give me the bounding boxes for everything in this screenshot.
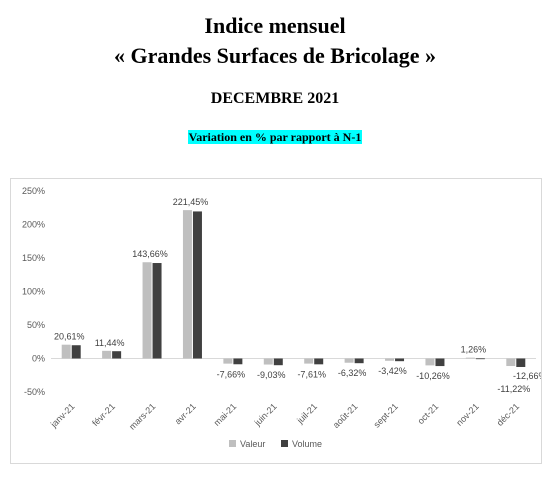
x-tick-label: nov-21 [454, 401, 481, 428]
bar-valeur-1 [102, 350, 112, 359]
y-tick-label: 100% [22, 287, 45, 297]
x-tick-label: août-21 [331, 401, 360, 430]
legend-swatch-valeur [229, 440, 236, 447]
x-tick-label: févr-21 [90, 401, 117, 428]
x-tick-label: oct-21 [416, 401, 441, 426]
bar-valeur-9 [425, 358, 435, 366]
bar-valeur-7 [344, 358, 354, 363]
bar-valeur-10 [465, 357, 475, 359]
bar-chart: 250% 200% 150% 100% 50% 0% -50% 20,61% janv-21 11… [22, 186, 547, 449]
bar-valeur-0 [61, 344, 71, 359]
bar-volume-6 [314, 358, 324, 365]
bar-valeur-2 [142, 262, 152, 359]
chart-title-line2: « Grandes Surfaces de Bricolage » [113, 43, 437, 68]
y-tick-label: 250% [22, 186, 45, 196]
bar-valeur-3 [182, 210, 192, 359]
x-tick-label: janv-21 [48, 401, 77, 430]
legend-label-valeur: Valeur [240, 439, 265, 449]
data-label: 143,66% [132, 249, 168, 259]
bar-volume-8 [395, 358, 405, 362]
legend-label-volume: Volume [292, 439, 322, 449]
legend-swatch-volume [281, 440, 288, 447]
data-label-volume: -12,66% [513, 371, 541, 381]
data-label: -3,42% [378, 366, 407, 376]
data-label: -11,22% [497, 384, 530, 394]
y-tick-label: 200% [22, 220, 45, 230]
data-label: 1,26% [461, 345, 487, 355]
data-label: -7,66% [217, 369, 246, 379]
data-label: 221,45% [173, 197, 209, 207]
x-tick-label: déc-21 [495, 401, 522, 428]
x-tick-label: avr-21 [173, 401, 198, 426]
chart-subtitle: Variation en % par rapport à N-1 [187, 130, 363, 144]
x-tick-label: juil-21 [294, 401, 319, 426]
data-label: 20,61% [54, 332, 85, 342]
bar-valeur-11 [506, 358, 516, 367]
bar-volume-4 [233, 358, 243, 365]
y-tick-label: 50% [27, 320, 45, 330]
bar-valeur-8 [385, 358, 395, 361]
x-tick-label: juin-21 [252, 401, 279, 428]
chart-title-line1: Indice mensuel [204, 13, 346, 38]
chart-frame: 250% 200% 150% 100% 50% 0% -50% 20,61% janv-21 11… [10, 178, 547, 464]
bar-volume-1 [112, 351, 122, 359]
data-label: 11,44% [95, 338, 125, 348]
chart-period: DECEMBRE 2021 [210, 90, 340, 107]
x-tick-label: mai-21 [212, 401, 239, 428]
bar-volume-2 [152, 263, 162, 359]
bar-volume-11 [516, 358, 526, 367]
bar-volume-5 [273, 358, 283, 366]
data-label: -10,26% [416, 371, 450, 381]
y-tick-label: 0% [32, 354, 45, 364]
chart-subtitle-wrap: Variation en % par rapport à N-1 [0, 128, 550, 146]
x-tick-label: mars-21 [127, 401, 157, 431]
bar-volume-7 [354, 358, 364, 364]
x-tick-label: sept-21 [372, 401, 400, 429]
data-label: -7,61% [297, 369, 326, 379]
bar-volume-9 [435, 358, 445, 367]
bar-volume-0 [71, 345, 81, 359]
y-tick-label: 150% [22, 253, 45, 263]
data-label: -6,32% [338, 368, 367, 378]
y-tick-label: -50% [24, 387, 45, 397]
bar-valeur-4 [223, 358, 233, 364]
bar-valeur-5 [263, 358, 273, 365]
bar-valeur-6 [304, 358, 314, 364]
data-label: -9,03% [257, 370, 286, 380]
bar-volume-3 [192, 211, 202, 359]
bar-volume-10 [475, 358, 485, 360]
